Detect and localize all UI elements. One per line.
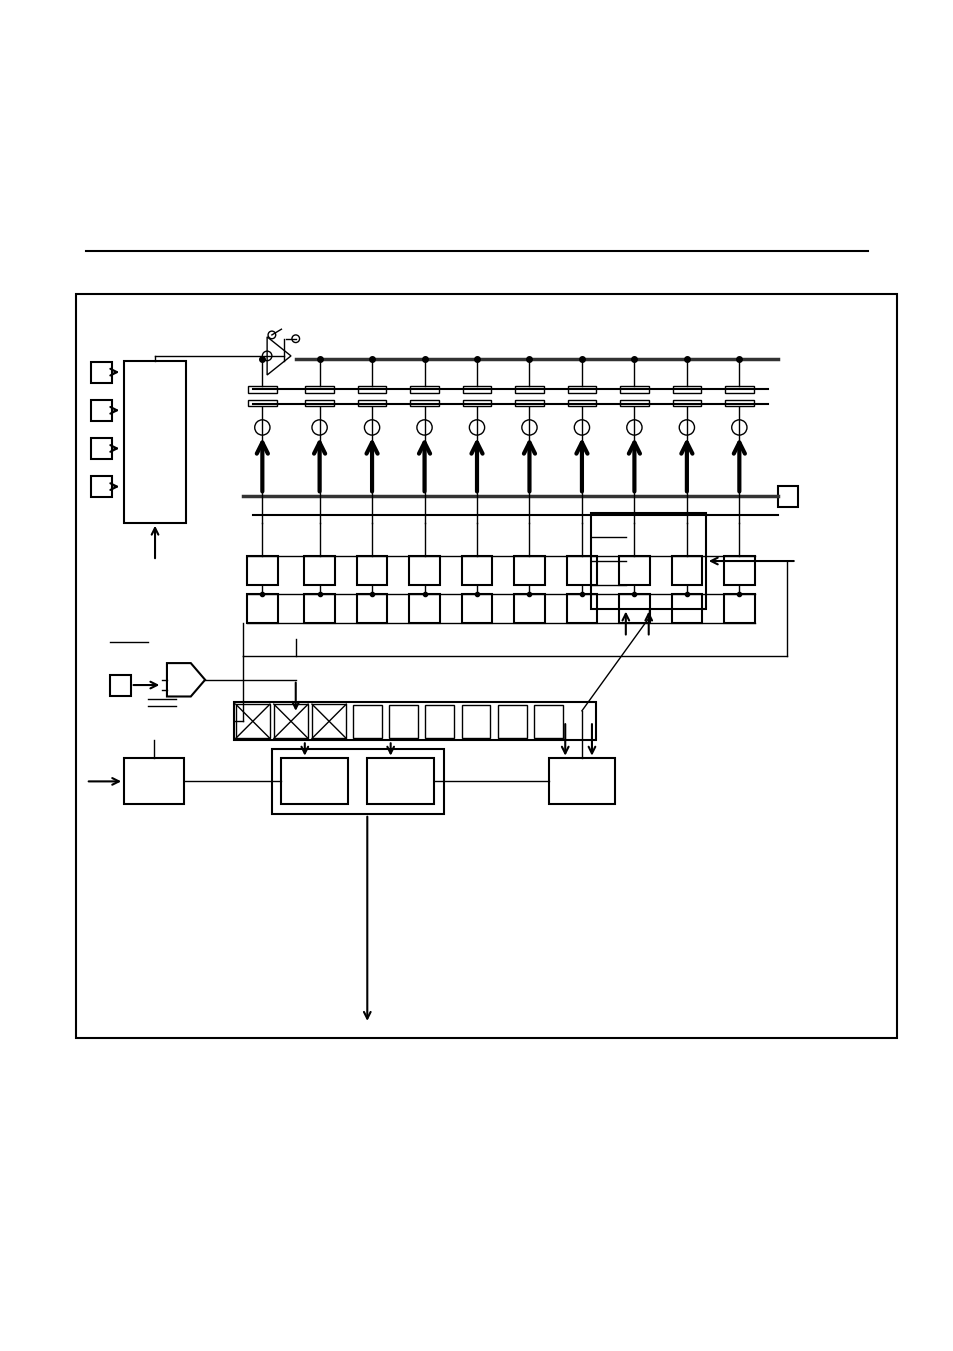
Bar [124,361,186,523]
Bar [461,594,492,623]
Bar [91,400,112,420]
Bar [672,400,700,407]
Bar [233,703,596,740]
Bar [461,557,492,585]
Bar [672,386,700,393]
Polygon shape [267,336,291,376]
Bar [248,386,276,393]
Bar [272,748,443,813]
Bar [671,594,701,623]
Bar [462,386,491,393]
Bar [534,705,562,738]
Bar [618,594,649,623]
Bar [281,758,348,804]
Bar [357,400,386,407]
Bar [461,705,490,738]
Bar [567,400,596,407]
Bar [305,400,334,407]
Bar [618,557,649,585]
Bar [514,557,544,585]
Bar [409,557,439,585]
Bar [305,386,334,393]
Bar [304,557,335,585]
Bar [724,386,753,393]
Bar [274,704,308,739]
Bar [248,400,276,407]
Bar [247,594,277,623]
Bar [723,594,754,623]
Bar [777,485,798,507]
Bar [312,704,346,739]
Bar [723,557,754,585]
Bar [514,594,544,623]
Bar [356,557,387,585]
Bar [515,400,543,407]
Bar [110,674,131,696]
Bar [357,386,386,393]
Bar [353,705,381,738]
Bar [124,758,184,804]
Bar [425,705,454,738]
Bar [76,295,896,1038]
Bar [91,362,112,382]
Bar [671,557,701,585]
Bar [410,386,438,393]
Bar [619,400,648,407]
Bar [619,386,648,393]
Bar [497,705,526,738]
Bar [566,557,597,585]
Bar [515,386,543,393]
Bar [356,594,387,623]
Bar [462,400,491,407]
Bar [304,594,335,623]
Bar [567,386,596,393]
Bar [566,594,597,623]
Bar [247,557,277,585]
Bar [724,400,753,407]
Bar [235,704,270,739]
Bar [410,400,438,407]
Bar [591,513,705,609]
Bar [91,438,112,459]
Polygon shape [167,663,205,697]
Bar [389,705,417,738]
Bar [548,758,615,804]
Bar [409,594,439,623]
Bar [91,476,112,497]
Bar [367,758,434,804]
